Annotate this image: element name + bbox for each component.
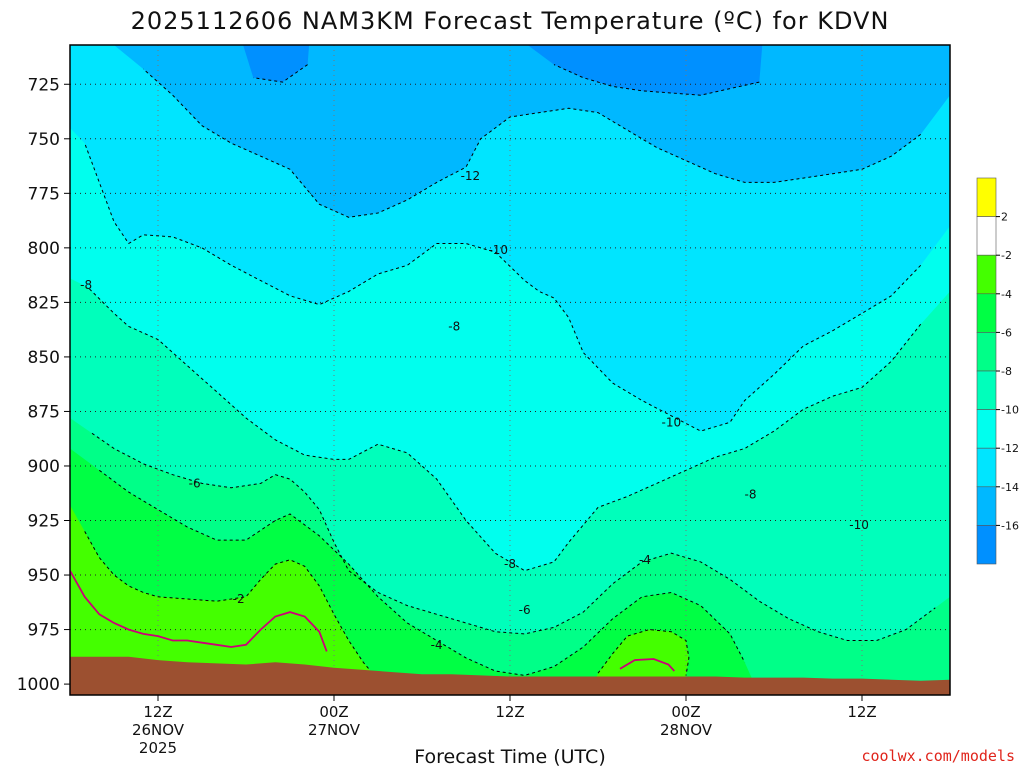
colorbar-swatch	[976, 370, 997, 410]
contour-label: -8	[504, 557, 516, 571]
contour-label: -10	[488, 243, 508, 257]
colorbar-swatch	[976, 216, 997, 256]
contour-label: -8	[80, 278, 92, 292]
colorbar-swatch	[976, 409, 997, 449]
colorbar-label: -4	[1001, 288, 1012, 301]
x-tick-label: 12Z	[143, 703, 172, 721]
zero-degree-line	[619, 658, 675, 672]
colorbar-label: -14	[1001, 481, 1019, 494]
colorbar-swatch	[976, 486, 997, 526]
x-tick-label: 26NOV	[132, 721, 185, 739]
zero-degree-line	[70, 570, 328, 652]
contour-label: -6	[519, 603, 531, 617]
colorbar-label: -16	[1001, 519, 1019, 532]
colorbar-label: -6	[1001, 326, 1012, 339]
contour-label: -10	[849, 518, 869, 532]
chart-title: 2025112606 NAM3KM Forecast Temperature (…	[131, 7, 890, 35]
contour-lines	[84, 64, 936, 681]
y-tick-label: 725	[28, 75, 60, 95]
temperature-band	[70, 505, 393, 695]
colorbar-swatch	[976, 293, 997, 333]
contour-label: -8	[448, 319, 460, 333]
contour-label: -10	[662, 415, 682, 429]
y-tick-label: 800	[28, 239, 60, 259]
y-tick-label: 950	[28, 566, 60, 586]
x-tick-label: 12Z	[847, 703, 876, 721]
colorbar-label: -8	[1001, 365, 1012, 378]
contour-label: -8	[745, 487, 757, 501]
isotherm-contour	[99, 469, 746, 676]
x-tick-label: 28NOV	[660, 721, 713, 739]
colorbar-label: -2	[1001, 249, 1012, 262]
ground-terrain	[70, 656, 950, 695]
y-tick-label: 975	[28, 621, 60, 641]
colorbar-swatch	[976, 177, 997, 217]
colorbar-label: -10	[1001, 404, 1019, 417]
y-tick-label: 1000	[17, 675, 60, 695]
isotherm-contour	[84, 531, 379, 681]
x-tick-label: 00Z	[319, 703, 348, 721]
isotherm-contour	[84, 143, 922, 432]
y-tick-label: 750	[28, 130, 60, 150]
contour-label: -4	[431, 638, 443, 652]
x-tick-label: 27NOV	[308, 721, 361, 739]
contour-label: -12	[461, 169, 481, 183]
temperature-band	[243, 45, 310, 83]
contour-label: -6	[189, 476, 201, 490]
y-tick-label: 775	[28, 184, 60, 204]
x-tick-label: 00Z	[671, 703, 700, 721]
colorbar-label: 2	[1001, 211, 1008, 224]
y-tick-label: 925	[28, 512, 60, 532]
y-tick-label: 900	[28, 457, 60, 477]
contour-labels: -12 -10 -8 -8 -10 -8 -10 -6 -8 -4 -6 -2 -4	[80, 169, 869, 652]
y-tick-label: 875	[28, 402, 60, 422]
credit-text: coolwx.com/models	[861, 747, 1015, 765]
temperature-band	[527, 45, 763, 96]
plot-area: -12 -10 -8 -8 -10 -8 -10 -6 -8 -4 -6 -2 -4	[70, 45, 950, 695]
contour-label: -2	[233, 592, 245, 606]
isotherm-contour	[253, 64, 308, 83]
contour-label: -4	[639, 553, 651, 567]
y-tick-label: 850	[28, 348, 60, 368]
colorbar-swatch	[976, 447, 997, 488]
isotherm-contour	[553, 64, 760, 96]
x-tick-label: 12Z	[495, 703, 524, 721]
x-tick-label: 2025	[139, 739, 177, 757]
y-tick-label: 825	[28, 293, 60, 313]
temperature-band	[114, 45, 950, 218]
colorbar-label: -12	[1001, 442, 1019, 455]
x-axis-label: Forecast Time (UTC)	[414, 746, 605, 768]
colorbar-legend: 2 -2 -4 -6 -8 -10 -12 -14 -16	[976, 177, 1019, 565]
colorbar-swatch	[976, 332, 997, 372]
colorbar-swatch	[976, 254, 997, 295]
y-axis: 725 750 775 800 825 850 875 900 925 950 975 1000	[17, 75, 70, 695]
colorbar-swatch	[976, 525, 997, 565]
